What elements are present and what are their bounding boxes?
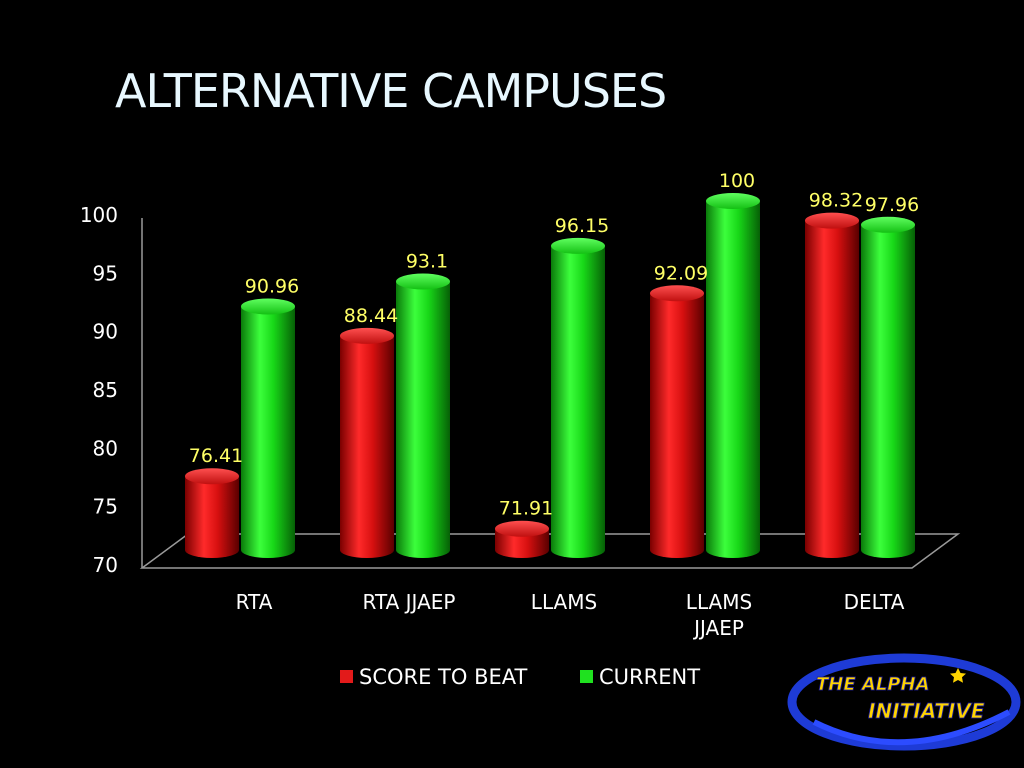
logo-line1: THE ALPHA xyxy=(816,674,930,695)
bar-body xyxy=(551,245,605,558)
bar-score-to-beat xyxy=(185,468,239,558)
data-label: 93.1 xyxy=(406,251,448,273)
bar-score-to-beat xyxy=(805,212,859,558)
category-label: JJAEP xyxy=(692,616,744,640)
bar-cap xyxy=(396,273,450,290)
data-label: 71.91 xyxy=(499,498,553,520)
slide-title: ALTERNATIVE CAMPUSES xyxy=(115,64,667,118)
bar-score-to-beat xyxy=(495,520,549,558)
bar-score-to-beat xyxy=(650,285,704,558)
y-tick-label: 100 xyxy=(80,203,118,227)
category-label: LLAMS xyxy=(686,590,752,614)
data-label: 97.96 xyxy=(865,194,919,216)
legend-label: CURRENT xyxy=(599,665,700,689)
bar-current xyxy=(241,298,295,558)
bar-score-to-beat xyxy=(340,327,394,558)
data-label: 88.44 xyxy=(344,305,398,327)
data-label: 96.15 xyxy=(555,215,609,237)
legend-swatch xyxy=(340,670,353,683)
alpha-initiative-logo: THE ALPHA INITIATIVE xyxy=(787,653,1021,751)
data-label: 92.09 xyxy=(654,262,708,284)
bar-current xyxy=(706,193,760,558)
bar-current xyxy=(396,273,450,558)
bar-body xyxy=(495,528,549,558)
bar-body xyxy=(185,476,239,558)
bar-current xyxy=(551,237,605,558)
data-label: 76.41 xyxy=(189,445,243,467)
y-tick-label: 95 xyxy=(93,261,118,285)
bar-cap xyxy=(805,212,859,229)
chart-floor xyxy=(139,533,961,569)
y-tick-label: 80 xyxy=(93,436,118,460)
data-label: 90.96 xyxy=(245,275,299,297)
data-label: 98.32 xyxy=(809,190,863,212)
y-tick-label: 85 xyxy=(93,378,118,402)
legend-swatch xyxy=(580,670,593,683)
bar-body xyxy=(861,224,915,559)
bar-body xyxy=(396,281,450,558)
legend-label: SCORE TO BEAT xyxy=(359,665,528,689)
star-icon xyxy=(950,668,966,683)
bar-body xyxy=(340,335,394,558)
y-tick-label: 90 xyxy=(93,320,118,344)
bar-body xyxy=(241,306,295,558)
bar-body xyxy=(650,293,704,558)
bar-cap xyxy=(185,468,239,485)
bar-cap xyxy=(706,193,760,209)
bar-cap xyxy=(340,327,394,344)
bar-cap xyxy=(650,285,704,302)
bar-cap xyxy=(861,216,915,233)
bar-body xyxy=(805,220,859,558)
bar-cap xyxy=(495,520,549,537)
logo-line2: INITIATIVE xyxy=(868,699,985,723)
y-tick-label: 70 xyxy=(93,553,118,577)
bar-current xyxy=(861,216,915,559)
bar-cap xyxy=(241,298,295,315)
bar-cap xyxy=(551,237,605,254)
bar-body xyxy=(706,201,760,558)
category-label: RTA xyxy=(236,590,273,614)
category-label: LLAMS xyxy=(531,590,597,614)
category-label: DELTA xyxy=(844,590,905,614)
data-label: 100 xyxy=(719,170,755,192)
y-tick-label: 75 xyxy=(93,495,118,519)
category-label: RTA JJAEP xyxy=(363,590,456,614)
